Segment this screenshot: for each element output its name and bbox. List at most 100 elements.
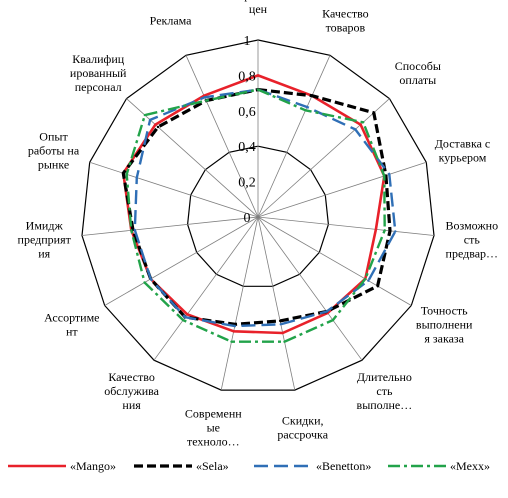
- category-label-0-line-1: цен: [249, 2, 268, 16]
- series-point-0-7: [281, 331, 284, 335]
- category-label-2-line-0: Способы: [395, 59, 441, 73]
- axis-spoke-5: [257, 216, 412, 306]
- radial-tick-label-1: 0,2: [238, 176, 256, 191]
- category-label-4-line-0: Возможно: [446, 219, 499, 233]
- category-label-13-line-0: Квалифиц: [72, 52, 125, 66]
- category-labels: УровеньценКачествотоваровСпособыоплатыДо…: [18, 0, 499, 448]
- radial-tick-label-0: 0: [244, 211, 251, 226]
- axis-spoke-13: [126, 98, 259, 218]
- series-line-2: [133, 88, 397, 328]
- axis-spoke-14: [185, 55, 259, 218]
- radial-tick-label-4: 0,8: [238, 69, 256, 84]
- category-label-13-line-2: персонал: [75, 80, 122, 94]
- series-point-3-8: [230, 340, 233, 343]
- category-label-14: Реклама: [150, 14, 192, 28]
- category-label-11-line-0: Имидж: [26, 219, 64, 233]
- series-point-3-5: [364, 277, 367, 281]
- series-point-1-12: [122, 172, 125, 175]
- legend-label-1: «Sela»: [196, 459, 229, 473]
- category-label-6-line-2: выполне…: [357, 398, 413, 412]
- series-point-3-14: [205, 99, 208, 102]
- category-label-10-line-1: нт: [66, 325, 78, 339]
- series-point-2-13: [148, 118, 152, 122]
- series-point-3-0: [256, 88, 260, 91]
- category-label-5-line-1: выполнени: [416, 318, 473, 332]
- radial-tick-label-5: 1: [244, 34, 251, 49]
- category-label-12-line-0: Опыт: [39, 130, 68, 144]
- series-point-3-10: [143, 281, 146, 284]
- category-label-2-line-1: оплаты: [399, 73, 436, 87]
- series-point-1-2: [372, 111, 375, 115]
- category-label-9-line-0: Качество: [108, 370, 155, 384]
- category-label-1-line-1: товаров: [326, 21, 366, 35]
- category-label-8-line-2: техноло…: [187, 434, 240, 448]
- category-label-9-line-1: обслужива: [104, 384, 159, 398]
- series-point-2-1: [305, 105, 309, 109]
- category-label-7: Скидки, рассрочка: [277, 413, 328, 441]
- category-label-3-line-0: Доставка с: [435, 137, 491, 151]
- grid-ring-1: [81, 39, 435, 391]
- series-point-0-0: [256, 74, 260, 77]
- category-label-0: Уровеньцен: [237, 0, 280, 16]
- category-label-5: Точность выполнени я заказа: [416, 304, 473, 346]
- axis-spoke-11: [81, 216, 259, 236]
- series-point-0-8: [232, 330, 235, 333]
- series-point-3-3: [383, 174, 386, 178]
- series-point-2-8: [233, 324, 236, 328]
- radar-axes: [81, 40, 435, 391]
- series-point-2-5: [367, 279, 370, 282]
- axis-spoke-12: [89, 161, 259, 218]
- series-point-0-4: [374, 228, 378, 231]
- series-point-1-5: [376, 284, 379, 288]
- axis-spoke-2: [257, 98, 390, 218]
- category-label-2: Способы оплаты: [395, 59, 441, 87]
- category-label-6-line-0: Длительно: [357, 370, 412, 384]
- axis-spoke-3: [257, 161, 427, 218]
- legend-label-0: «Mango»: [70, 459, 116, 473]
- category-label-12: Опыт работы на рынке: [28, 130, 80, 172]
- series-point-2-6: [325, 310, 328, 313]
- category-label-10: Ассортиме нт: [44, 311, 99, 339]
- series-point-2-7: [279, 323, 282, 326]
- axis-spoke-7: [257, 216, 296, 391]
- category-label-7-line-0: Скидки,: [282, 413, 324, 427]
- series-point-1-7: [278, 319, 282, 323]
- category-label-3: Доставка с курьером: [435, 137, 491, 165]
- category-label-0-line-0: Уровень: [237, 0, 280, 2]
- grid-ring-0: [186, 145, 330, 287]
- series-point-2-10: [149, 277, 152, 281]
- radial-tick-label-3: 0,6: [238, 105, 256, 120]
- radar-grid: [81, 39, 435, 391]
- category-label-12-line-2: рынке: [38, 158, 69, 172]
- category-label-3-line-1: курьером: [439, 151, 487, 165]
- category-label-11-line-2: ия: [38, 247, 50, 261]
- series-point-3-12: [125, 173, 128, 176]
- series-point-3-13: [143, 113, 147, 117]
- series-point-3-2: [362, 121, 365, 124]
- category-label-11-line-1: предприят: [18, 233, 72, 247]
- radar-series: [121, 74, 397, 343]
- category-label-9-line-2: ния: [122, 398, 141, 412]
- series-line-1: [121, 87, 392, 326]
- series-line-3: [125, 88, 386, 343]
- category-label-13-line-1: ированный: [70, 66, 127, 80]
- series-point-2-12: [135, 176, 138, 179]
- axis-spoke-9: [153, 216, 259, 361]
- axis-spoke-6: [257, 216, 363, 361]
- series-point-2-14: [203, 96, 206, 99]
- series-point-3-1: [304, 109, 307, 112]
- series-point-2-2: [354, 128, 357, 131]
- category-label-10-line-0: Ассортиме: [44, 311, 99, 325]
- category-label-4-line-1: сть: [464, 233, 481, 247]
- category-label-4: Возможно сть предвар…: [446, 219, 499, 261]
- series-point-1-13: [156, 125, 160, 129]
- radial-tick-label-2: 0,4: [238, 140, 256, 155]
- series-point-3-4: [383, 229, 386, 232]
- category-label-11: Имидж предприят ия: [18, 219, 72, 261]
- category-label-1: Качество товаров: [322, 7, 369, 35]
- series-point-0-13: [154, 123, 157, 126]
- category-label-8: Современн ые техноло…: [185, 406, 242, 448]
- category-label-7-line-1: рассрочка: [277, 427, 328, 441]
